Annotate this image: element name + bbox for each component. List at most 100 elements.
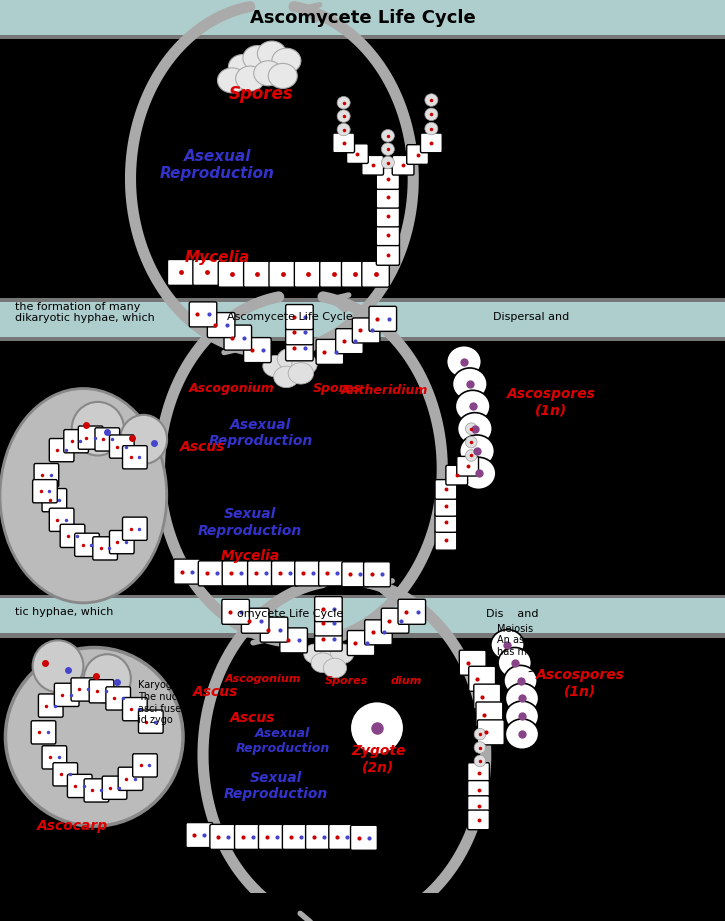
Ellipse shape	[381, 130, 394, 142]
FancyBboxPatch shape	[376, 168, 399, 190]
FancyBboxPatch shape	[38, 694, 63, 717]
FancyBboxPatch shape	[286, 336, 313, 361]
Ellipse shape	[236, 66, 265, 91]
Ellipse shape	[452, 368, 487, 400]
FancyBboxPatch shape	[446, 465, 468, 485]
FancyBboxPatch shape	[93, 537, 117, 560]
FancyBboxPatch shape	[294, 262, 322, 287]
FancyBboxPatch shape	[244, 262, 271, 287]
FancyBboxPatch shape	[478, 720, 505, 745]
FancyBboxPatch shape	[347, 144, 368, 163]
FancyBboxPatch shape	[294, 561, 322, 586]
Text: Ascospores
(1n): Ascospores (1n)	[536, 668, 624, 698]
FancyBboxPatch shape	[95, 428, 120, 451]
FancyBboxPatch shape	[189, 302, 217, 327]
FancyBboxPatch shape	[381, 608, 409, 634]
FancyBboxPatch shape	[49, 438, 74, 461]
FancyBboxPatch shape	[468, 763, 489, 782]
FancyBboxPatch shape	[222, 600, 249, 624]
Text: Ascocarp: Ascocarp	[37, 819, 108, 834]
Ellipse shape	[474, 755, 486, 767]
FancyBboxPatch shape	[271, 561, 298, 586]
Ellipse shape	[505, 701, 539, 731]
FancyBboxPatch shape	[376, 224, 399, 246]
Ellipse shape	[218, 68, 247, 93]
Text: Ascus: Ascus	[230, 711, 275, 725]
Bar	[0, 300, 725, 338]
FancyBboxPatch shape	[193, 260, 220, 286]
Ellipse shape	[465, 423, 477, 435]
FancyBboxPatch shape	[210, 824, 236, 849]
FancyBboxPatch shape	[341, 262, 369, 287]
Ellipse shape	[498, 647, 531, 678]
Text: Dis    and: Dis and	[486, 610, 538, 620]
Text: Zygote
(2n): Zygote (2n)	[351, 744, 405, 775]
Ellipse shape	[337, 110, 350, 122]
Ellipse shape	[465, 437, 477, 448]
Text: Ascomycete Life Cycle: Ascomycete Life Cycle	[227, 312, 353, 322]
Ellipse shape	[318, 636, 341, 657]
FancyBboxPatch shape	[376, 187, 399, 208]
FancyBboxPatch shape	[318, 561, 346, 586]
FancyBboxPatch shape	[34, 463, 59, 487]
Text: Sexual
Reproduction: Sexual Reproduction	[198, 507, 302, 538]
Ellipse shape	[474, 741, 486, 753]
FancyBboxPatch shape	[109, 530, 134, 554]
FancyBboxPatch shape	[457, 457, 478, 476]
Ellipse shape	[291, 354, 317, 375]
Text: Asexual
Reproduction: Asexual Reproduction	[209, 418, 313, 449]
Bar	[0, 35, 725, 40]
Ellipse shape	[381, 157, 394, 169]
Ellipse shape	[304, 644, 327, 664]
FancyBboxPatch shape	[241, 608, 269, 634]
FancyBboxPatch shape	[133, 753, 157, 777]
Text: the formation of many
dikaryotic hyphae, which: the formation of many dikaryotic hyphae,…	[14, 302, 154, 323]
FancyBboxPatch shape	[435, 480, 457, 499]
Ellipse shape	[504, 665, 537, 695]
FancyBboxPatch shape	[138, 710, 163, 733]
Bar	[0, 634, 725, 637]
Text: Antheridium: Antheridium	[341, 384, 428, 397]
Text: Spores: Spores	[312, 382, 362, 395]
Bar	[0, 337, 725, 341]
FancyBboxPatch shape	[347, 631, 375, 656]
FancyBboxPatch shape	[362, 262, 389, 287]
Text: Ascus: Ascus	[194, 685, 239, 699]
FancyBboxPatch shape	[42, 488, 67, 512]
Text: Mycelia: Mycelia	[220, 549, 280, 563]
Ellipse shape	[457, 413, 492, 445]
Bar	[0, 595, 725, 599]
Ellipse shape	[349, 701, 405, 754]
FancyBboxPatch shape	[352, 318, 380, 343]
FancyBboxPatch shape	[258, 824, 285, 849]
FancyBboxPatch shape	[362, 156, 384, 175]
FancyBboxPatch shape	[398, 600, 426, 624]
Ellipse shape	[461, 458, 496, 489]
FancyBboxPatch shape	[260, 617, 288, 642]
FancyBboxPatch shape	[460, 650, 486, 675]
Ellipse shape	[505, 683, 539, 714]
FancyBboxPatch shape	[286, 305, 313, 330]
Ellipse shape	[120, 414, 167, 464]
Ellipse shape	[254, 61, 283, 86]
FancyBboxPatch shape	[224, 325, 252, 350]
FancyBboxPatch shape	[333, 133, 355, 153]
Ellipse shape	[0, 389, 167, 603]
Ellipse shape	[277, 348, 303, 369]
FancyBboxPatch shape	[123, 446, 147, 469]
Ellipse shape	[465, 449, 477, 461]
Ellipse shape	[337, 97, 350, 109]
FancyBboxPatch shape	[420, 133, 442, 153]
Ellipse shape	[273, 367, 299, 388]
FancyBboxPatch shape	[186, 822, 213, 847]
Ellipse shape	[447, 345, 481, 378]
FancyBboxPatch shape	[282, 824, 309, 849]
Text: Dispersal and: Dispersal and	[493, 312, 569, 322]
FancyBboxPatch shape	[33, 480, 57, 503]
FancyBboxPatch shape	[315, 611, 342, 635]
FancyBboxPatch shape	[109, 435, 134, 458]
Ellipse shape	[268, 64, 297, 88]
Ellipse shape	[425, 122, 438, 134]
FancyBboxPatch shape	[75, 533, 99, 556]
FancyBboxPatch shape	[468, 666, 496, 692]
